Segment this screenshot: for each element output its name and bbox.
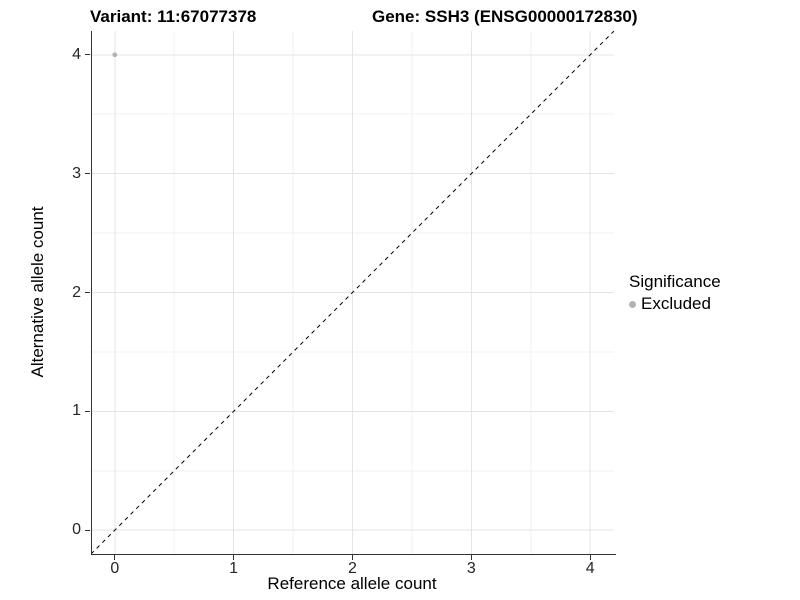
y-tick-mark [85, 410, 90, 412]
y-tick-label: 1 [72, 402, 81, 420]
legend-key-dot-icon [629, 300, 636, 308]
plot-panel-canvas [90, 30, 615, 555]
plot-title-variant: Variant: 11:67077378 [90, 7, 257, 26]
x-axis-line [90, 553, 616, 555]
legend-entries: Excluded [629, 294, 721, 314]
y-tick-label: 2 [72, 283, 81, 301]
x-tick-mark [470, 555, 472, 560]
x-tick-label: 4 [585, 560, 595, 577]
x-tick-mark [233, 555, 235, 560]
legend-entry: Excluded [629, 294, 721, 314]
y-tick-mark [85, 173, 90, 175]
identity-line [90, 30, 615, 555]
y-tick-label: 4 [72, 45, 81, 63]
y-tick-mark [85, 529, 90, 531]
x-tick-label: 3 [466, 560, 476, 577]
x-tick-mark [114, 555, 116, 560]
x-axis-title: Reference allele count [267, 574, 437, 593]
x-tick-mark [589, 555, 591, 560]
x-tick-mark [352, 555, 353, 560]
y-axis-line [90, 31, 92, 555]
plot-title-gene: Gene: SSH3 (ENSG00000172830) [372, 7, 638, 26]
legend: Significance Excluded [629, 272, 721, 314]
legend-entry-label: Excluded [641, 294, 711, 313]
legend-title: Significance [629, 272, 721, 291]
y-tick-mark [85, 54, 90, 56]
y-tick-label: 0 [72, 521, 81, 539]
y-axis-title: Alternative allele count [28, 206, 47, 378]
x-tick-label: 2 [348, 560, 357, 577]
plot-panel [90, 30, 615, 555]
y-tick-mark [85, 292, 90, 293]
data-point [112, 52, 118, 58]
y-tick-label: 3 [72, 164, 81, 182]
x-tick-label: 1 [229, 560, 239, 577]
x-tick-label: 0 [110, 560, 120, 577]
